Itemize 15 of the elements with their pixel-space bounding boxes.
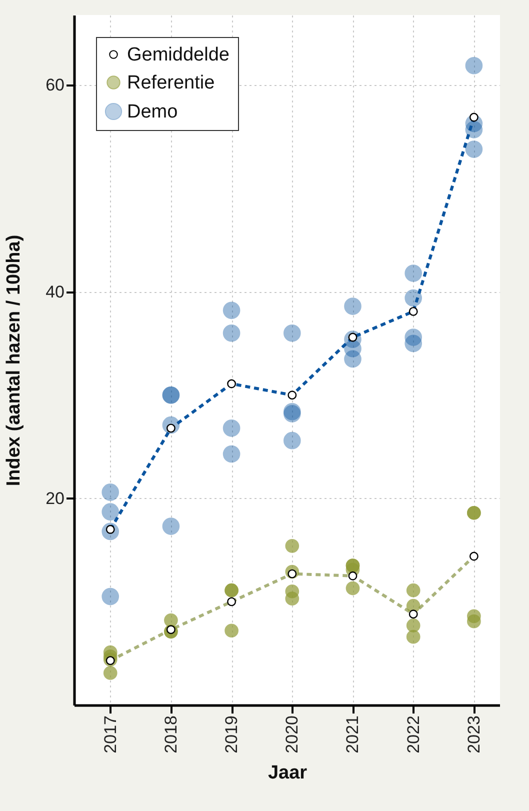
legend-label: Referentie [127,72,215,94]
x-axis-title: Jaar [268,762,308,784]
legend-label: Gemiddelde [127,44,230,66]
x-tick-label: 2020 [282,716,302,754]
y-tick-label: 60 [46,76,64,95]
y-tick-label: 20 [46,488,64,508]
y-axis-title: Index (aantal hazen / 100ha) [4,234,25,486]
legend-label: Demo [127,102,178,122]
y-tick-label: 40 [46,282,64,302]
x-tick-label: 2017 [100,716,120,754]
x-tick-label: 2019 [222,716,242,754]
x-tick-label: 2021 [343,716,362,754]
x-tick-label: 2023 [464,716,484,754]
x-tick-label: 2022 [404,716,423,754]
x-tick-label: 2018 [161,716,180,754]
